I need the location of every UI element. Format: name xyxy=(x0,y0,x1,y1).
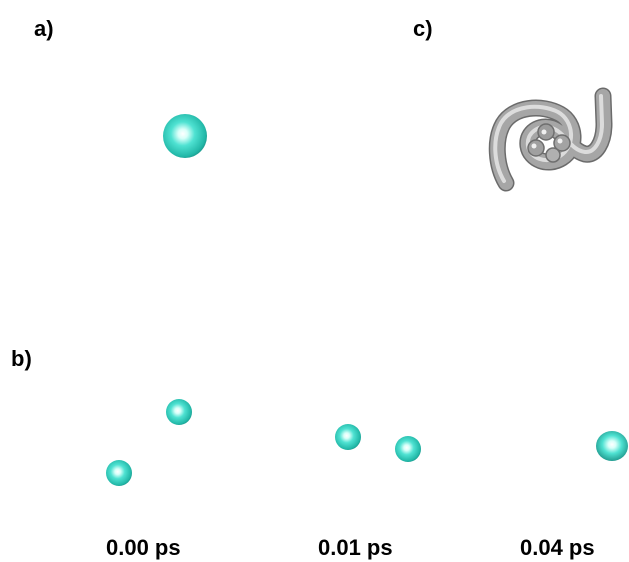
panel-b-frame-1 xyxy=(335,424,421,462)
time-label-2: 0.04 ps xyxy=(520,535,595,560)
time-label-0: 0.00 ps xyxy=(106,535,181,560)
panel-a-label: a) xyxy=(34,16,54,41)
sphere-lower xyxy=(106,460,132,486)
panel-b-frame-0 xyxy=(106,399,192,486)
sphere-upper xyxy=(166,399,192,425)
time-label-1: 0.01 ps xyxy=(318,535,393,560)
panel-a-sphere xyxy=(163,114,207,158)
panel-b-label: b) xyxy=(11,346,32,371)
sphere-left xyxy=(335,424,361,450)
sphere-merged xyxy=(596,431,628,461)
panel-b-frame-2 xyxy=(596,431,628,461)
sphere-right xyxy=(395,436,421,462)
panel-c-tube xyxy=(488,87,613,192)
panel-c-label: c) xyxy=(413,16,433,41)
